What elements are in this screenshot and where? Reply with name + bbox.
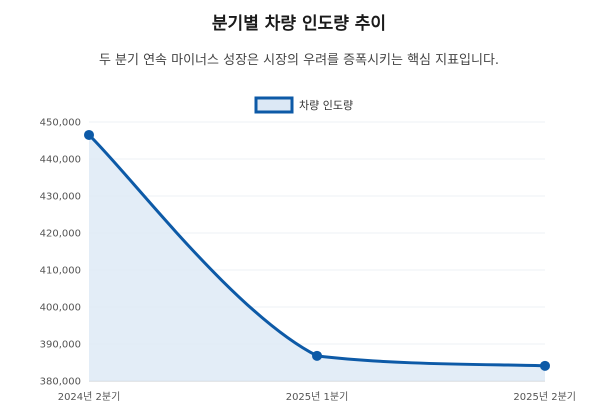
y-tick-label: 410,000 [40, 266, 81, 277]
y-tick-label: 430,000 [40, 192, 81, 203]
chart-title: 분기별 차량 인도량 추이 [211, 14, 387, 34]
legend-swatch [254, 96, 294, 114]
y-tick-label: 400,000 [40, 303, 81, 314]
x-axis-ticks: 2024년 2분기 2025년 1분기 2025년 2분기 [58, 391, 576, 403]
y-tick-label: 380,000 [40, 377, 81, 388]
data-point[interactable] [84, 129, 94, 140]
y-axis-ticks: 380,000 390,000 400,000 410,000 420,000 430,0… [40, 118, 81, 388]
y-tick-label: 450,000 [40, 118, 81, 129]
data-point[interactable] [540, 360, 550, 371]
data-points [84, 129, 550, 371]
y-tick-label: 390,000 [40, 340, 81, 351]
chart-subtitle: 두 분기 연속 마이너스 성장은 시장의 우려를 증폭시키는 핵심 지표입니다. [98, 53, 500, 68]
x-tick-label: 2025년 1분기 [286, 391, 349, 403]
y-tick-label: 440,000 [40, 155, 81, 166]
series-area-fill [89, 134, 545, 381]
y-tick-label: 420,000 [40, 229, 81, 240]
legend[interactable]: 차량 인도량 [254, 96, 353, 114]
x-tick-label: 2025년 2분기 [513, 391, 576, 403]
data-point[interactable] [312, 350, 322, 361]
legend-label: 차량 인도량 [299, 99, 353, 112]
x-tick-label: 2024년 2분기 [58, 391, 121, 403]
